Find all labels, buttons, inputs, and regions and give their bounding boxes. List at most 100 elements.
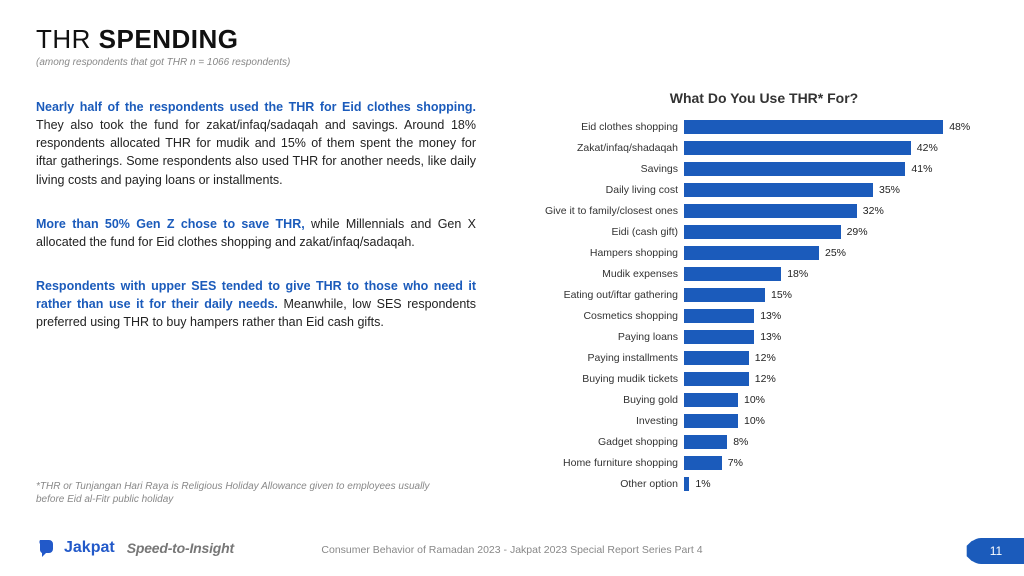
- paragraph-2: More than 50% Gen Z chose to save THR, w…: [36, 215, 476, 251]
- chart-bar-area: 32%: [684, 204, 994, 218]
- chart-bar-area: 25%: [684, 246, 994, 260]
- chart-bar: [684, 225, 841, 239]
- chart-value-label: 12%: [749, 373, 776, 385]
- chart-bar: [684, 330, 754, 344]
- chart-bar-area: 12%: [684, 351, 994, 365]
- chart-category-label: Cosmetics shopping: [534, 310, 684, 322]
- para1-lead: Nearly half of the respondents used the …: [36, 100, 476, 114]
- chart-value-label: 13%: [754, 310, 781, 322]
- chart-row: Eid clothes shopping 48%: [534, 116, 994, 137]
- chart-bar: [684, 309, 754, 323]
- chart-category-label: Other option: [534, 478, 684, 490]
- chart-row: Buying gold 10%: [534, 389, 994, 410]
- chart-bar-area: 12%: [684, 372, 994, 386]
- chart-value-label: 42%: [911, 142, 938, 154]
- chart-bar-area: 15%: [684, 288, 994, 302]
- chart-bar: [684, 267, 781, 281]
- chart-category-label: Buying gold: [534, 394, 684, 406]
- chart-row: Gadget shopping8%: [534, 431, 994, 452]
- chart-bar-area: 1%: [684, 477, 994, 491]
- chart-category-label: Paying loans: [534, 331, 684, 343]
- para1-rest: They also took the fund for zakat/infaq/…: [36, 118, 476, 186]
- chart-bar: [684, 456, 722, 470]
- subtitle: (among respondents that got THR n = 1066…: [36, 57, 290, 68]
- footnote: *THR or Tunjangan Hari Raya is Religious…: [36, 480, 456, 506]
- chart-category-label: Investing: [534, 415, 684, 427]
- para2-lead: More than 50% Gen Z chose to save THR,: [36, 217, 311, 231]
- chart-bar: [684, 393, 738, 407]
- chart-bar-area: 7%: [684, 456, 994, 470]
- chart-block: What Do You Use THR* For? Eid clothes sh…: [534, 90, 994, 494]
- chart-row: Daily living cost 35%: [534, 179, 994, 200]
- chart-value-label: 41%: [905, 163, 932, 175]
- chart-category-label: Eating out/iftar gathering: [534, 289, 684, 301]
- chart-category-label: Mudik expenses: [534, 268, 684, 280]
- chart-bar-area: 35%: [684, 183, 994, 197]
- chart-value-label: 10%: [738, 415, 765, 427]
- chart-bar-area: 10%: [684, 393, 994, 407]
- bar-chart: Eid clothes shopping 48% Zakat/infaq/shada…: [534, 116, 994, 494]
- chart-bar-area: 13%: [684, 309, 994, 323]
- chart-bar: [684, 162, 905, 176]
- chart-bar-area: 29%: [684, 225, 994, 239]
- chart-category-label: Zakat/infaq/shadaqah: [534, 142, 684, 154]
- chart-bar-area: 48%: [684, 120, 994, 134]
- chart-category-label: Hampers shopping: [534, 247, 684, 259]
- header: THR SPENDING (among respondents that got…: [36, 24, 290, 68]
- chart-bar-area: 13%: [684, 330, 994, 344]
- chart-category-label: Eid clothes shopping: [534, 121, 684, 133]
- chart-row: Eidi (cash gift) 29%: [534, 221, 994, 242]
- chart-category-label: Home furniture shopping: [534, 457, 684, 469]
- chart-value-label: 12%: [749, 352, 776, 364]
- chart-row: Buying mudik tickets 12%: [534, 368, 994, 389]
- chart-value-label: 29%: [841, 226, 868, 238]
- chart-category-label: Paying installments: [534, 352, 684, 364]
- paragraph-3: Respondents with upper SES tended to giv…: [36, 277, 476, 331]
- body-text: Nearly half of the respondents used the …: [36, 98, 476, 357]
- chart-value-label: 10%: [738, 394, 765, 406]
- chart-row: Investing 10%: [534, 410, 994, 431]
- page-number-badge: 11: [968, 538, 1024, 564]
- chart-row: Eating out/iftar gathering 15%: [534, 284, 994, 305]
- chart-bar: [684, 372, 749, 386]
- chart-bar-area: 42%: [684, 141, 994, 155]
- chart-bar: [684, 288, 765, 302]
- chart-value-label: 15%: [765, 289, 792, 301]
- chart-value-label: 48%: [943, 121, 970, 133]
- chart-bar-area: 10%: [684, 414, 994, 428]
- chart-category-label: Eidi (cash gift): [534, 226, 684, 238]
- chart-row: Cosmetics shopping 13%: [534, 305, 994, 326]
- chart-bar: [684, 183, 873, 197]
- title-light: THR: [36, 24, 99, 54]
- chart-row: Other option 1%: [534, 473, 994, 494]
- page-number: 11: [990, 544, 1002, 558]
- chart-row: Paying loans 13%: [534, 326, 994, 347]
- chart-row: Zakat/infaq/shadaqah 42%: [534, 137, 994, 158]
- chart-row: Give it to family/closest ones32%: [534, 200, 994, 221]
- chart-category-label: Daily living cost: [534, 184, 684, 196]
- paragraph-1: Nearly half of the respondents used the …: [36, 98, 476, 189]
- chart-row: Home furniture shopping 7%: [534, 452, 994, 473]
- chart-value-label: 25%: [819, 247, 846, 259]
- chart-value-label: 1%: [689, 478, 710, 490]
- chart-row: Hampers shopping 25%: [534, 242, 994, 263]
- page-title: THR SPENDING: [36, 24, 290, 55]
- chart-bar: [684, 141, 911, 155]
- chart-category-label: Buying mudik tickets: [534, 373, 684, 385]
- chart-bar-area: 41%: [684, 162, 994, 176]
- chart-value-label: 32%: [857, 205, 884, 217]
- chart-bar: [684, 414, 738, 428]
- chart-category-label: Savings: [534, 163, 684, 175]
- chart-title: What Do You Use THR* For?: [534, 90, 994, 106]
- chart-value-label: 35%: [873, 184, 900, 196]
- chart-value-label: 13%: [754, 331, 781, 343]
- chart-row: Mudik expenses 18%: [534, 263, 994, 284]
- chart-value-label: 18%: [781, 268, 808, 280]
- chart-row: Paying installments 12%: [534, 347, 994, 368]
- chart-bar: [684, 204, 857, 218]
- chart-category-label: Gadget shopping: [534, 436, 684, 448]
- footer-center: Consumer Behavior of Ramadan 2023 - Jakp…: [0, 544, 1024, 556]
- chart-value-label: 7%: [722, 457, 743, 469]
- chart-bar-area: 8%: [684, 435, 994, 449]
- chart-bar: [684, 246, 819, 260]
